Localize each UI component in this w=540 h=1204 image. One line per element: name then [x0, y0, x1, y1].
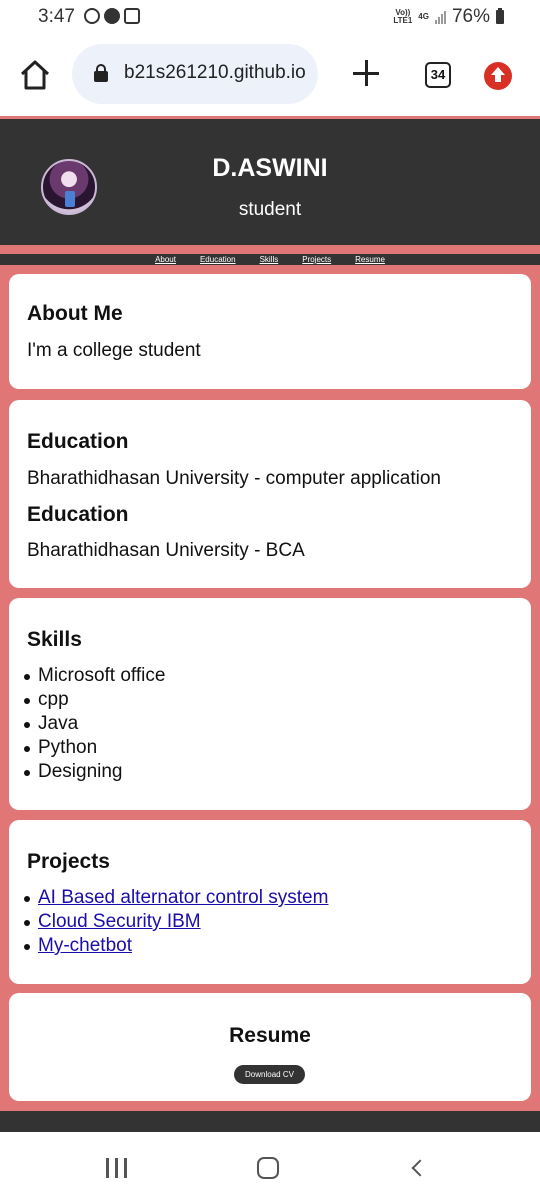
- nav-skills[interactable]: Skills: [259, 255, 279, 264]
- resume-heading: Resume: [229, 1024, 311, 1047]
- list-item: Microsoft office: [9, 664, 165, 688]
- update-icon[interactable]: [484, 62, 512, 90]
- education-heading: Education: [27, 430, 129, 453]
- project-link[interactable]: My-chetbot: [38, 935, 132, 956]
- education-text: Bharathidhasan University - computer app…: [27, 468, 441, 489]
- profile-header: D.ASWINI student: [0, 119, 540, 245]
- project-link[interactable]: AI Based alternator control system: [38, 887, 329, 908]
- status-time: 3:47: [38, 6, 75, 27]
- projects-heading: Projects: [27, 850, 110, 873]
- gallery-icon: [124, 8, 140, 24]
- avatar: [41, 159, 97, 215]
- home-icon[interactable]: [18, 58, 52, 92]
- nav-projects[interactable]: Projects: [302, 255, 332, 264]
- about-heading: About Me: [27, 302, 123, 325]
- resume-section: Resume Download CV: [9, 993, 531, 1101]
- profile-role: student: [238, 199, 302, 220]
- projects-section: Projects AI Based alternator control sys…: [9, 820, 531, 984]
- tab-switcher-button[interactable]: 34: [425, 62, 451, 88]
- recent-apps-icon[interactable]: [106, 1158, 128, 1178]
- download-cv-button[interactable]: Download CV: [234, 1065, 305, 1084]
- about-text: I'm a college student: [27, 340, 201, 361]
- new-tab-button[interactable]: [351, 58, 381, 88]
- phone-icon: [104, 8, 120, 24]
- web-page: D.ASWINI student About Education Skills …: [0, 116, 540, 1132]
- project-link[interactable]: Cloud Security IBM: [38, 911, 201, 932]
- list-item: Java: [9, 712, 165, 736]
- education-section: Education Bharathidhasan University - co…: [9, 400, 531, 588]
- volte-indicator: Vo)) LTE1: [393, 9, 412, 25]
- home-button-icon[interactable]: [257, 1157, 279, 1179]
- browser-toolbar: b21s261210.github.io 34: [0, 34, 540, 116]
- projects-list: AI Based alternator control system Cloud…: [9, 886, 328, 958]
- education-heading: Education: [27, 503, 129, 526]
- skills-heading: Skills: [27, 628, 82, 651]
- url-text: b21s261210.github.io: [124, 62, 306, 83]
- list-item: Designing: [9, 760, 165, 784]
- status-bar: 3:47 Vo)) LTE1 4G 76%: [0, 0, 540, 34]
- page-footer: [0, 1111, 540, 1132]
- profile-name: D.ASWINI: [212, 154, 328, 182]
- education-text: Bharathidhasan University - BCA: [27, 540, 305, 561]
- battery-icon: [496, 8, 504, 24]
- list-item: My-chetbot: [9, 934, 328, 958]
- skills-list: Microsoft office cpp Java Python Designi…: [9, 664, 165, 784]
- list-item: cpp: [9, 688, 165, 712]
- volte-label: Vo)): [395, 8, 411, 17]
- network-type: 4G: [418, 12, 429, 21]
- whatsapp-icon: [84, 8, 100, 24]
- back-icon[interactable]: [411, 1159, 429, 1177]
- list-item: Cloud Security IBM: [9, 910, 328, 934]
- about-section: About Me I'm a college student: [9, 274, 531, 389]
- signal-icon: [434, 10, 446, 24]
- notification-icons: [84, 8, 140, 24]
- lte-label: LTE1: [393, 16, 413, 25]
- address-bar[interactable]: b21s261210.github.io: [72, 44, 318, 104]
- site-nav: About Education Skills Projects Resume: [0, 254, 540, 265]
- nav-about[interactable]: About: [155, 255, 176, 264]
- nav-education[interactable]: Education: [199, 255, 236, 264]
- skills-section: Skills Microsoft office cpp Java Python …: [9, 598, 531, 810]
- system-nav-bar: [0, 1132, 540, 1204]
- lock-icon: [94, 64, 108, 82]
- battery-percent: 76%: [451, 6, 490, 27]
- nav-resume[interactable]: Resume: [355, 255, 385, 264]
- status-right: Vo)) LTE1 4G 76%: [393, 6, 504, 28]
- list-item: AI Based alternator control system: [9, 886, 328, 910]
- list-item: Python: [9, 736, 165, 760]
